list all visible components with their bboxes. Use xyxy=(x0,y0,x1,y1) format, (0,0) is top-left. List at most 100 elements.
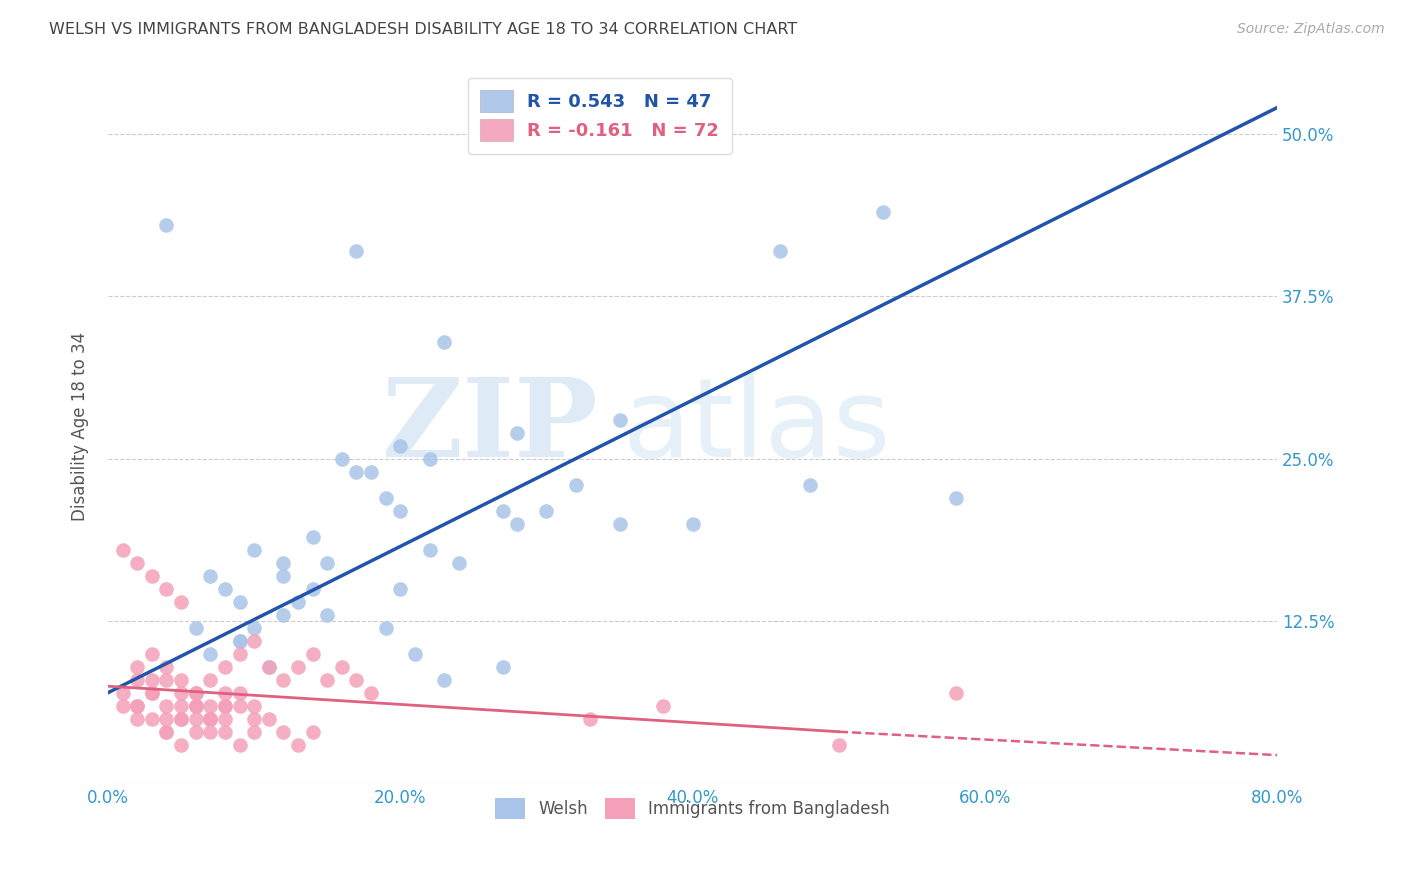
Point xyxy=(389,503,412,517)
Point xyxy=(828,738,851,752)
Point xyxy=(155,712,177,726)
Point xyxy=(200,647,222,661)
Point xyxy=(243,621,266,635)
Y-axis label: Disability Age 18 to 34: Disability Age 18 to 34 xyxy=(72,332,89,521)
Point xyxy=(184,698,207,713)
Point xyxy=(287,595,309,609)
Point xyxy=(228,633,250,648)
Legend: Welsh, Immigrants from Bangladesh: Welsh, Immigrants from Bangladesh xyxy=(489,792,897,825)
Point xyxy=(228,595,250,609)
Point xyxy=(447,556,470,570)
Point xyxy=(141,712,163,726)
Point xyxy=(287,738,309,752)
Point xyxy=(257,659,280,673)
Point xyxy=(127,698,149,713)
Point xyxy=(419,542,441,557)
Point xyxy=(141,686,163,700)
Text: atlas: atlas xyxy=(623,373,891,480)
Point xyxy=(360,686,382,700)
Point xyxy=(491,503,513,517)
Point xyxy=(111,686,134,700)
Point xyxy=(301,647,323,661)
Point xyxy=(346,244,368,258)
Point xyxy=(184,686,207,700)
Point xyxy=(330,659,353,673)
Point xyxy=(155,582,177,596)
Point xyxy=(170,712,193,726)
Point xyxy=(155,698,177,713)
Point xyxy=(127,673,149,687)
Point xyxy=(184,698,207,713)
Point xyxy=(170,686,193,700)
Point xyxy=(374,621,396,635)
Point xyxy=(609,516,631,531)
Point xyxy=(141,686,163,700)
Point xyxy=(127,556,149,570)
Point xyxy=(273,556,295,570)
Point xyxy=(184,712,207,726)
Point xyxy=(433,334,456,349)
Point xyxy=(127,659,149,673)
Point xyxy=(404,647,426,661)
Point xyxy=(214,698,236,713)
Point xyxy=(491,659,513,673)
Point xyxy=(200,712,222,726)
Point xyxy=(200,712,222,726)
Point xyxy=(228,698,250,713)
Text: WELSH VS IMMIGRANTS FROM BANGLADESH DISABILITY AGE 18 TO 34 CORRELATION CHART: WELSH VS IMMIGRANTS FROM BANGLADESH DISA… xyxy=(49,22,797,37)
Point xyxy=(200,568,222,582)
Point xyxy=(184,621,207,635)
Point xyxy=(301,724,323,739)
Point xyxy=(346,465,368,479)
Point xyxy=(433,673,456,687)
Point xyxy=(301,582,323,596)
Point xyxy=(155,673,177,687)
Point xyxy=(170,673,193,687)
Point xyxy=(111,542,134,557)
Point xyxy=(273,673,295,687)
Point xyxy=(945,491,967,505)
Point xyxy=(200,724,222,739)
Point xyxy=(389,439,412,453)
Point xyxy=(652,698,675,713)
Point xyxy=(127,698,149,713)
Point xyxy=(155,724,177,739)
Point xyxy=(243,633,266,648)
Point xyxy=(170,712,193,726)
Point xyxy=(214,724,236,739)
Point xyxy=(243,724,266,739)
Point xyxy=(273,568,295,582)
Point xyxy=(243,542,266,557)
Point xyxy=(374,491,396,505)
Point xyxy=(330,451,353,466)
Point xyxy=(214,686,236,700)
Point xyxy=(346,673,368,687)
Point xyxy=(257,712,280,726)
Point xyxy=(155,724,177,739)
Point xyxy=(243,712,266,726)
Point xyxy=(111,698,134,713)
Point xyxy=(155,218,177,232)
Point xyxy=(141,673,163,687)
Point xyxy=(360,465,382,479)
Point xyxy=(214,712,236,726)
Point xyxy=(506,516,529,531)
Point xyxy=(769,244,792,258)
Point xyxy=(682,516,704,531)
Point xyxy=(316,607,339,622)
Point xyxy=(141,647,163,661)
Text: ZIP: ZIP xyxy=(382,373,599,480)
Point xyxy=(316,673,339,687)
Point xyxy=(184,698,207,713)
Point xyxy=(214,582,236,596)
Point xyxy=(170,595,193,609)
Point xyxy=(799,477,821,491)
Point xyxy=(536,503,558,517)
Point xyxy=(228,647,250,661)
Point xyxy=(389,582,412,596)
Point xyxy=(273,724,295,739)
Point xyxy=(872,204,894,219)
Point xyxy=(257,659,280,673)
Point xyxy=(301,530,323,544)
Point xyxy=(228,686,250,700)
